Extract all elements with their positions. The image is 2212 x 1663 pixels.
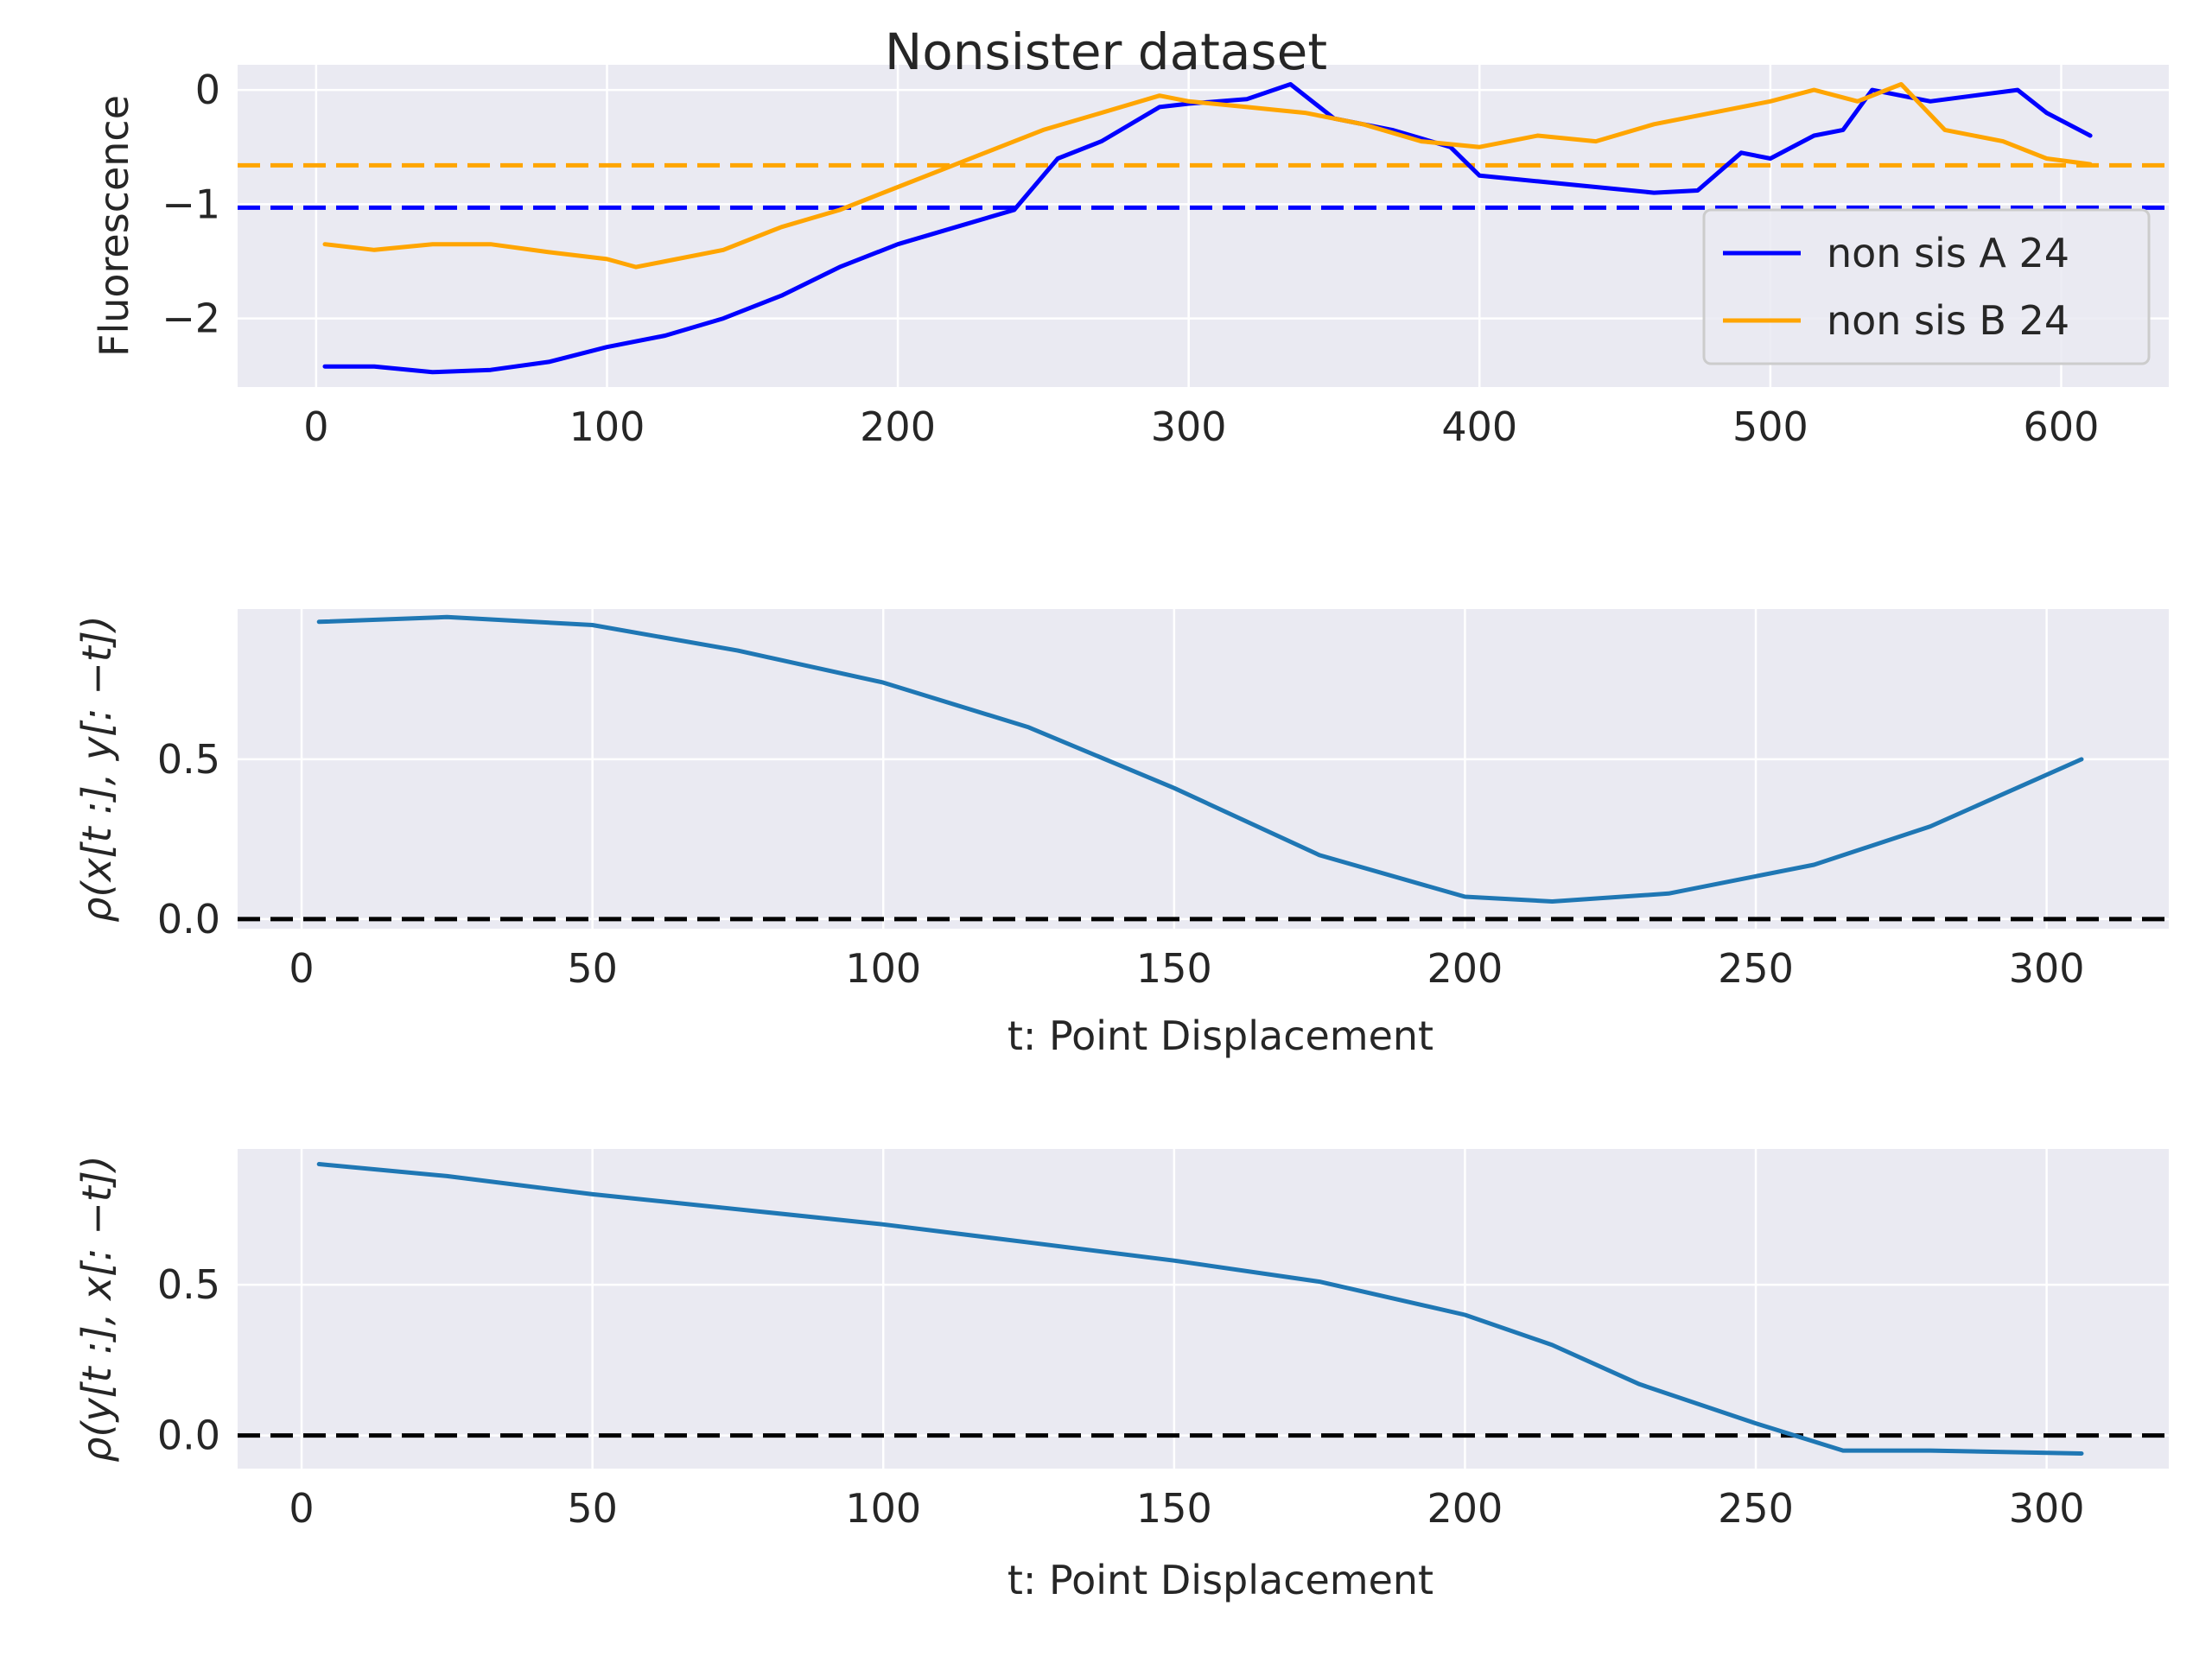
panel-1: 0 100 200 300 400 500 600 −2 −1 0 Fluorescence non … bbox=[91, 65, 2169, 450]
series-line-1 bbox=[316, 1162, 2084, 1456]
x-tick-label: 100 bbox=[569, 403, 645, 450]
x-tick-label: 0 bbox=[303, 403, 328, 450]
y-tick-label: 0.5 bbox=[157, 736, 220, 783]
x-tick-label: 300 bbox=[1151, 403, 1227, 450]
series-line-1 bbox=[316, 614, 2084, 904]
x-tick-label: 150 bbox=[1136, 1485, 1212, 1532]
legend-box bbox=[1702, 208, 2151, 365]
series-line-2 bbox=[322, 82, 2093, 270]
x-axis-label: t: Point Displacement bbox=[1007, 1557, 1433, 1603]
x-tick-label: 50 bbox=[567, 1485, 618, 1532]
y-tick-label: 0 bbox=[195, 67, 220, 113]
y-tick-label: 0.5 bbox=[157, 1261, 220, 1308]
x-tick-label: 400 bbox=[1441, 403, 1517, 450]
x-tick-label: 250 bbox=[1718, 1485, 1794, 1532]
plot-area bbox=[238, 1149, 2169, 1469]
x-tick-label: 150 bbox=[1136, 945, 1212, 992]
x-tick-label: 50 bbox=[567, 945, 618, 992]
x-tick-label: 300 bbox=[2009, 1485, 2085, 1532]
y-tick-label: 0.0 bbox=[157, 1412, 220, 1459]
x-tick-label: 200 bbox=[1427, 945, 1503, 992]
x-axis-label: t: Point Displacement bbox=[1007, 1012, 1433, 1059]
panel-2: 0 50 100 150 200 250 300 0.0 0.5 ρ(x[t :], y[: −t… bbox=[73, 609, 2169, 1059]
x-tick-label: 0 bbox=[289, 1485, 314, 1532]
x-tick-label: 250 bbox=[1718, 945, 1794, 992]
y-tick-label: −2 bbox=[162, 295, 220, 342]
legend-label: non sis A 24 bbox=[1827, 230, 2069, 276]
y-tick-label: 0.0 bbox=[157, 896, 220, 943]
x-tick-label: 100 bbox=[845, 1485, 921, 1532]
x-tick-label: 600 bbox=[2024, 403, 2100, 450]
plot-area bbox=[238, 609, 2169, 929]
x-tick-label: 0 bbox=[289, 945, 314, 992]
panel-3: 0 50 100 150 200 250 300 0.0 0.5 ρ(y[t :], x[: −t… bbox=[73, 1149, 2169, 1603]
x-tick-label: 500 bbox=[1732, 403, 1808, 450]
y-axis-label: Fluorescence bbox=[91, 95, 137, 357]
x-tick-label: 300 bbox=[2009, 945, 2085, 992]
chart-title: Nonsister dataset bbox=[885, 22, 1327, 81]
legend-label: non sis B 24 bbox=[1827, 297, 2069, 344]
x-tick-label: 100 bbox=[845, 945, 921, 992]
y-axis-label: ρ(y[t :], x[: −t]) bbox=[73, 1155, 120, 1462]
x-tick-label: 200 bbox=[860, 403, 936, 450]
x-tick-label: 200 bbox=[1427, 1485, 1503, 1532]
legend: non sis A 24 non sis B 24 bbox=[1702, 208, 2151, 365]
y-axis-label: ρ(x[t :], y[: −t]) bbox=[73, 615, 120, 922]
y-tick-label: −1 bbox=[162, 181, 220, 227]
